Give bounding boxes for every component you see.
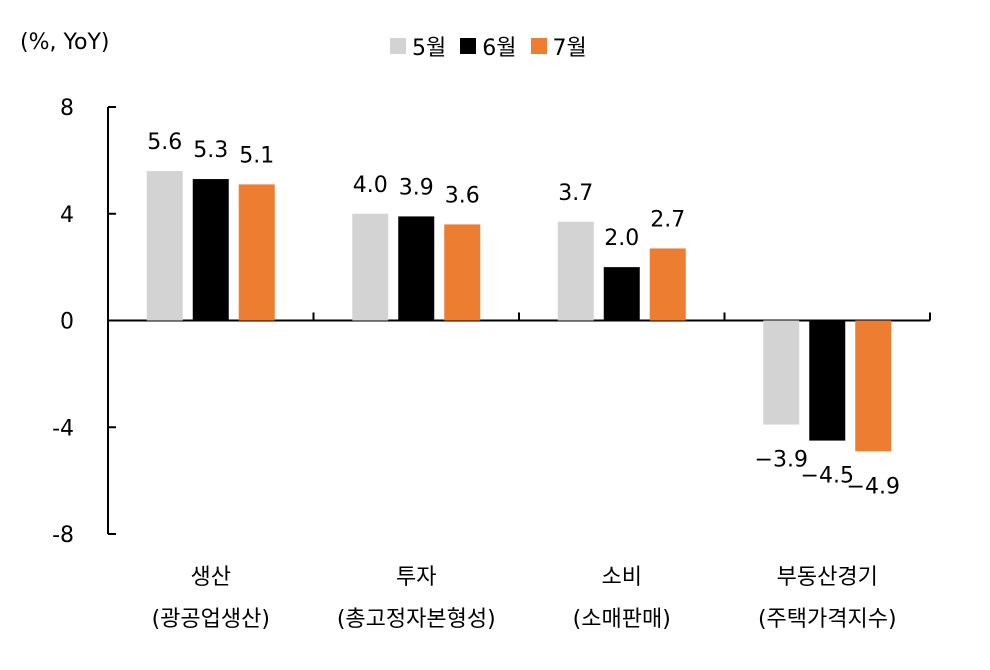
legend-swatch-may [390, 38, 406, 54]
y-tick-label: -8 [52, 523, 74, 548]
legend-item-july: 7월 [530, 30, 587, 62]
legend-item-may: 5월 [390, 30, 446, 62]
legend-label-june: 6월 [482, 36, 517, 61]
x-category-label: 부동산경기 [777, 565, 878, 590]
chart-legend: 5월 6월 7월 [390, 30, 601, 62]
legend-label-july: 7월 [552, 36, 587, 61]
legend-swatch-july [530, 38, 547, 54]
bar [809, 320, 846, 441]
bar [557, 221, 594, 321]
bar [146, 171, 183, 321]
x-category-label: 소비 [602, 565, 642, 590]
data-label: 2.0 [604, 226, 639, 251]
data-label: 3.6 [445, 183, 480, 208]
bar [444, 224, 481, 321]
bar [855, 320, 892, 452]
x-category-sublabel: (주택가격지수) [758, 607, 897, 632]
bar [763, 320, 800, 425]
data-label: 2.7 [650, 207, 685, 232]
bar [192, 179, 229, 321]
x-category-sublabel: (소매판매) [573, 607, 671, 632]
y-tick-label: 4 [60, 203, 74, 228]
data-label: −4.5 [801, 464, 854, 489]
x-category-sublabel: (광공업생산) [152, 607, 270, 632]
data-label: 3.7 [558, 181, 593, 206]
x-category-label: 투자 [396, 565, 436, 590]
legend-item-june: 6월 [460, 30, 517, 62]
bar [398, 216, 435, 321]
bar [238, 184, 275, 321]
bar [649, 248, 686, 321]
data-label: 5.1 [239, 143, 274, 168]
y-axis-unit-label: (%, YoY) [20, 30, 110, 55]
y-tick-label: 8 [60, 96, 74, 121]
data-label: −4.9 [847, 474, 900, 499]
data-label: 5.6 [147, 130, 182, 155]
legend-swatch-june [460, 38, 477, 54]
x-category-label: 생산 [191, 565, 231, 590]
data-label: 3.9 [399, 175, 434, 200]
bar [603, 267, 640, 321]
data-label: 5.3 [193, 138, 228, 163]
y-tick-label: -4 [52, 416, 74, 441]
bar [352, 213, 389, 321]
data-label: 4.0 [353, 173, 388, 198]
data-label: −3.9 [755, 448, 808, 473]
legend-label-may: 5월 [412, 36, 447, 61]
y-tick-label: 0 [60, 310, 74, 335]
x-category-sublabel: (총고정자본형성) [337, 607, 496, 632]
